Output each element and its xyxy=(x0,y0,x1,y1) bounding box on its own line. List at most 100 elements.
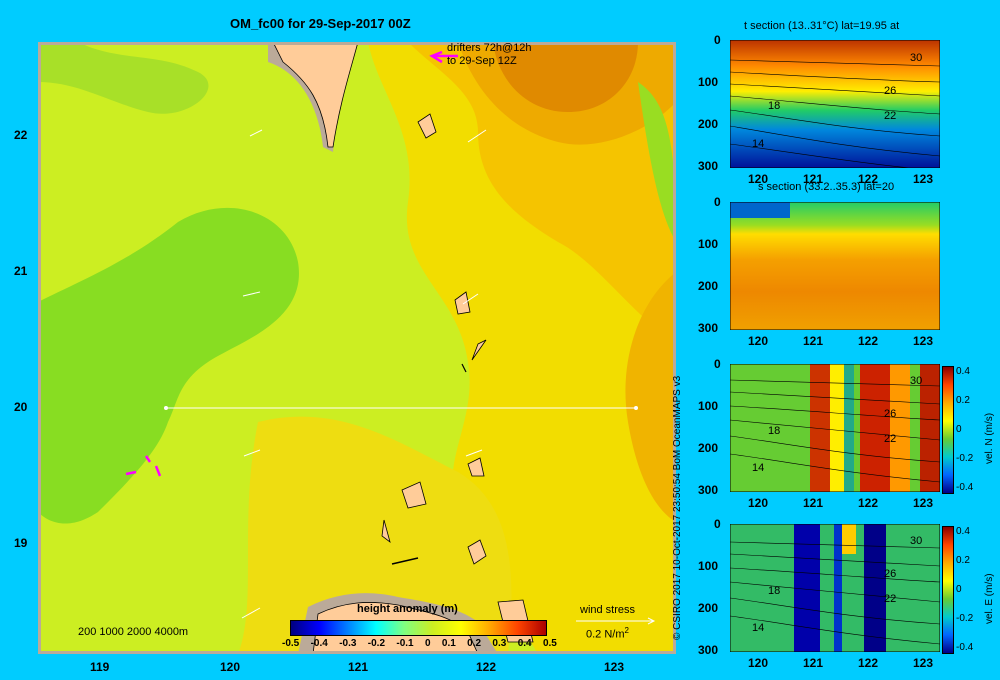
panel-lon-tick: 121 xyxy=(803,172,824,186)
velocity-colorbar-tick: 0.2 xyxy=(956,395,970,406)
lon-tick-121: 121 xyxy=(348,660,369,674)
velocity-east-section xyxy=(730,524,940,652)
panel-depth-tick: 200 xyxy=(698,117,719,131)
colorbar-tick: 0.2 xyxy=(467,638,482,649)
height-anomaly-map xyxy=(38,42,676,654)
panel-lon-tick: 121 xyxy=(803,334,824,348)
colorbar-tick: 0.4 xyxy=(517,638,532,649)
panel-depth-tick: 100 xyxy=(698,75,719,89)
velocity-colorbar-tick: 0 xyxy=(956,424,962,435)
lat-tick-22: 22 xyxy=(14,128,28,142)
velocity-colorbar-tick: 0.4 xyxy=(956,366,970,377)
colorbar-tick: -0.5 xyxy=(282,638,300,649)
contour-label: 14 xyxy=(752,622,765,634)
velocity-colorbar-tick: -0.2 xyxy=(956,613,974,624)
colorbar-tick: 0 xyxy=(424,638,431,649)
drifters-label-2: to 29-Sep 12Z xyxy=(447,55,517,67)
panel1-title: t section (13..31°C) lat=19.95 at xyxy=(744,20,900,32)
panel-depth-tick: 200 xyxy=(698,601,719,615)
colorbar-tick: 0.5 xyxy=(542,638,557,649)
velocity-colorbar-tick: -0.4 xyxy=(956,642,974,653)
velocity-colorbar-tick: 0.4 xyxy=(956,526,970,537)
contour-label: 26 xyxy=(884,85,897,97)
temperature-section xyxy=(730,40,940,168)
contour-label: 22 xyxy=(884,110,897,122)
colorbar-tick: 0.1 xyxy=(441,638,456,649)
colorbar-tick: -0.2 xyxy=(367,638,386,649)
panel-lon-tick: 120 xyxy=(748,172,769,186)
panel-lon-tick: 121 xyxy=(803,656,824,670)
contour-label: 30 xyxy=(910,375,923,387)
panel-lon-tick: 122 xyxy=(858,496,879,510)
bathymetry-legend: 200 1000 2000 4000m xyxy=(78,626,189,638)
drifters-label-1: drifters 72h@12h xyxy=(447,42,532,54)
contour-label: 30 xyxy=(910,52,923,64)
colorbar-title: height anomaly (m) xyxy=(357,603,458,615)
panel-lon-tick: 120 xyxy=(748,334,769,348)
contour-label: 14 xyxy=(752,138,765,150)
height-anomaly-colorbar xyxy=(290,620,547,636)
lat-tick-21: 21 xyxy=(14,264,28,278)
panel-lon-tick: 120 xyxy=(748,496,769,510)
panel-depth-tick: 100 xyxy=(698,237,719,251)
panel-depth-tick: 100 xyxy=(698,399,719,413)
panel-depth-tick: 300 xyxy=(698,321,719,335)
panel-depth-tick: 300 xyxy=(698,483,719,497)
panel-depth-tick: 300 xyxy=(698,159,719,173)
lon-tick-120: 120 xyxy=(220,660,241,674)
vel-north-colorbar xyxy=(942,366,954,494)
panel-lon-tick: 123 xyxy=(913,172,934,186)
wind-stress-label: wind stress xyxy=(580,604,636,616)
velocity-colorbar-tick: 0 xyxy=(956,584,962,595)
colorbar-tick: -0.4 xyxy=(310,638,328,649)
velocity-colorbar-tick: 0.2 xyxy=(956,555,970,566)
panel-depth-tick: 0 xyxy=(714,33,721,47)
lon-tick-123: 123 xyxy=(604,660,625,674)
contour-label: 22 xyxy=(884,593,897,605)
lon-tick-119: 119 xyxy=(90,660,110,674)
lat-tick-19: 19 xyxy=(14,536,28,550)
velocity-north-section xyxy=(730,364,940,492)
contour-label: 26 xyxy=(884,568,897,580)
colorbar-tick: -0.1 xyxy=(396,638,414,649)
colorbar-tick: 0.3 xyxy=(492,638,507,649)
contour-label: 18 xyxy=(768,100,781,112)
wind-scale-sup: 2 xyxy=(624,626,629,635)
colorbar-ticks: -0.5 -0.4 -0.3 -0.2 -0.1 0 0.1 0.2 0.3 0… xyxy=(282,638,557,649)
panel2-title: s section (33.2..35.3) lat=20 xyxy=(758,181,895,193)
contour-label: 26 xyxy=(884,408,897,420)
map-title: OM_fc00 for 29-Sep-2017 00Z xyxy=(230,16,411,31)
panel-depth-tick: 200 xyxy=(698,279,719,293)
panel-depth-tick: 100 xyxy=(698,559,719,573)
contour-label: 22 xyxy=(884,433,897,445)
panel-depth-tick: 0 xyxy=(714,195,721,209)
velocity-colorbar-tick: -0.4 xyxy=(956,482,974,493)
panel-lon-tick: 122 xyxy=(858,172,879,186)
panel-depth-tick: 300 xyxy=(698,643,719,657)
panel-depth-tick: 0 xyxy=(714,517,721,531)
salinity-section xyxy=(730,202,940,330)
contour-label: 14 xyxy=(752,462,765,474)
contour-label: 18 xyxy=(768,585,781,597)
contour-label: 30 xyxy=(910,535,923,547)
panel-lon-tick: 122 xyxy=(858,334,879,348)
panel-depth-tick: 200 xyxy=(698,441,719,455)
panel-lon-tick: 122 xyxy=(858,656,879,670)
wind-scale-arrow xyxy=(576,617,656,625)
vel-east-colorbar xyxy=(942,526,954,654)
contour-label: 18 xyxy=(768,425,781,437)
lat-tick-20: 20 xyxy=(14,400,28,414)
credit-text: © CSIRO 2017 10-Oct-2017 23:50:54 BoM Oc… xyxy=(672,375,683,640)
wind-scale-value: 0.2 N/m2 xyxy=(586,626,629,641)
wind-scale-text: 0.2 N/m xyxy=(586,628,625,641)
velocity-colorbar-tick: -0.2 xyxy=(956,453,974,464)
panel-lon-tick: 123 xyxy=(913,334,934,348)
panel-lon-tick: 123 xyxy=(913,496,934,510)
velocity-colorbar-label: vel. N (m/s) xyxy=(984,412,995,464)
panel-lon-tick: 120 xyxy=(748,656,769,670)
panel-depth-tick: 0 xyxy=(714,357,721,371)
panel-lon-tick: 123 xyxy=(913,656,934,670)
colorbar-tick: -0.3 xyxy=(339,638,357,649)
velocity-colorbar-label: vel. E (m/s) xyxy=(984,573,995,624)
lon-tick-122: 122 xyxy=(476,660,497,674)
